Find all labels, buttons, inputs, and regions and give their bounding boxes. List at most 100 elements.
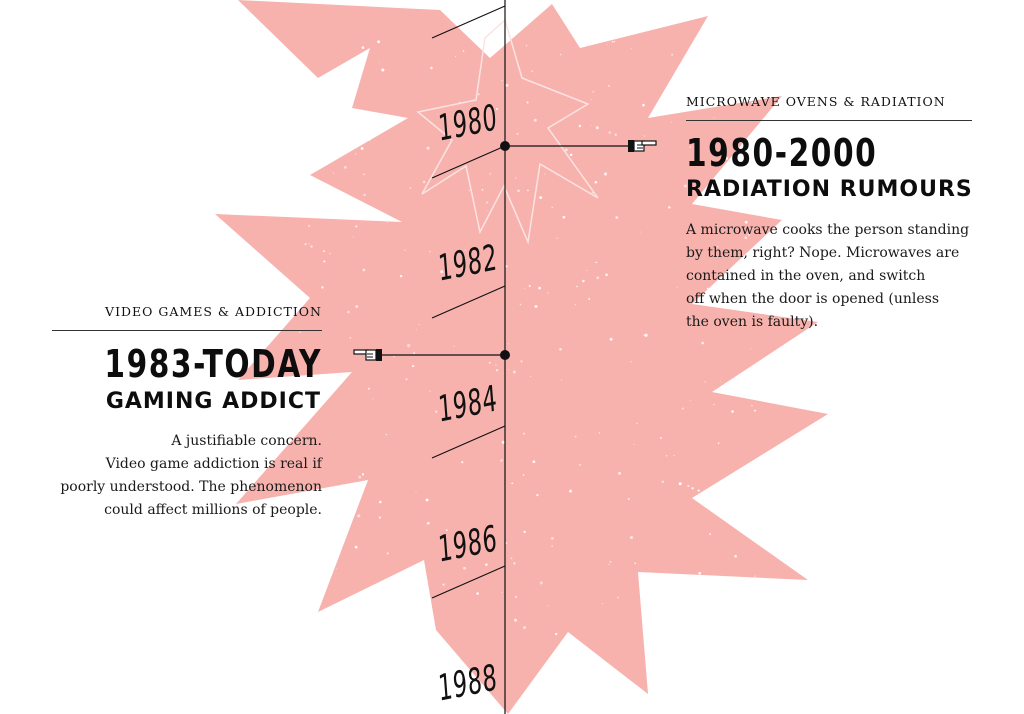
burst-speckle [526, 101, 529, 104]
burst-speckle [399, 274, 403, 278]
burst-speckle [393, 355, 395, 358]
burst-speckle [634, 562, 637, 565]
burst-speckle [627, 497, 630, 500]
burst-speckle [335, 568, 337, 570]
burst-speckle [709, 533, 711, 535]
burst-speckle [681, 407, 684, 410]
left-entry-body-line: A justifiable concern. [171, 433, 322, 449]
left-entry-body-line: poorly understood. The phenomenon [60, 479, 322, 495]
burst-speckle [551, 545, 553, 547]
burst-speckle [386, 552, 389, 555]
burst-speckle [425, 498, 429, 502]
burst-speckle [588, 297, 591, 300]
burst-speckle [488, 361, 491, 364]
burst-speckle [760, 316, 762, 318]
burst-speckle [429, 390, 431, 392]
burst-speckle [536, 494, 539, 497]
left-entry-body-line: could affect millions of people. [104, 502, 322, 518]
burst-speckle [378, 61, 380, 63]
burst-speckle [601, 602, 603, 605]
burst-speckle [325, 193, 328, 196]
burst-speckle [608, 84, 610, 87]
burst-speckle [690, 400, 691, 401]
burst-speckle [683, 184, 688, 188]
right-entry-body-line: contained in the oven, and switch [686, 268, 926, 284]
burst-speckle [759, 42, 761, 44]
burst-speckle [369, 139, 371, 142]
burst-speckle [495, 368, 499, 372]
burst-speckle [607, 44, 609, 46]
burst-speckle [318, 510, 322, 515]
burst-speckle [476, 592, 479, 595]
burst-speckle [756, 210, 758, 212]
burst-speckle [764, 294, 768, 298]
burst-speckle [310, 131, 313, 134]
burst-speckle [513, 562, 516, 565]
burst-speckle [750, 348, 752, 350]
burst-speckle [590, 99, 592, 101]
burst-speckle [512, 370, 516, 374]
burst-speckle [713, 404, 715, 406]
burst-speckle [562, 215, 566, 219]
right-entry-kicker: MICROWAVE OVENS & RADIATION [686, 94, 946, 109]
burst-speckle [516, 132, 519, 135]
burst-speckle [307, 224, 311, 228]
burst-speckle [560, 379, 563, 381]
burst-speckle [673, 454, 675, 457]
burst-speckle [630, 48, 632, 50]
burst-speckle [522, 474, 525, 476]
burst-speckle [300, 625, 303, 629]
burst-speckle [355, 225, 358, 228]
burst-speckle [642, 103, 645, 107]
burst-speckle [526, 45, 528, 47]
burst-speckle [415, 492, 417, 494]
burst-speckle [671, 121, 673, 123]
burst-speckle [430, 66, 433, 70]
burst-speckle [529, 375, 532, 378]
burst-speckle [698, 58, 700, 60]
burst-speckle [379, 630, 382, 633]
burst-speckle [633, 443, 635, 445]
burst-speckle [744, 220, 748, 224]
burst-speckle [528, 285, 531, 287]
burst-speckle [355, 304, 359, 309]
burst-speckle [411, 364, 415, 368]
burst-speckle [486, 209, 488, 211]
burst-speckle [713, 116, 715, 119]
burst-speckle [507, 343, 509, 345]
burst-speckle [534, 304, 538, 308]
burst-speckle [468, 189, 470, 192]
burst-speckle [617, 596, 619, 599]
right-entry-body-line: by them, right? Nope. Microwaves are [686, 245, 960, 261]
right-entry-title: RADIATION RUMOURS [686, 177, 973, 202]
burst-speckle [614, 133, 617, 136]
burst-speckle [615, 216, 619, 219]
year-tick-line [431, 145, 506, 179]
burst-speckle [613, 41, 616, 43]
year-ticks [431, 5, 506, 599]
burst-speckle [694, 611, 696, 614]
burst-speckle [520, 360, 523, 363]
right-entry-body-line: off when the door is opened (unless [686, 291, 940, 307]
burst-speckle [751, 404, 753, 407]
burst-speckle [332, 136, 334, 138]
burst-speckle [310, 245, 313, 248]
burst-speckle [527, 189, 529, 192]
burst-speckle [500, 459, 503, 462]
burst-speckle [426, 146, 430, 150]
right-entry-body-line: A microwave cooks the person standing [686, 222, 970, 238]
burst-speckle [550, 536, 554, 540]
burst-speckle [659, 437, 662, 439]
burst-speckle [758, 629, 760, 631]
burst-speckle [495, 364, 497, 366]
burst-speckle [332, 172, 335, 174]
year-tick-line [431, 565, 506, 599]
burst-speckle [354, 545, 358, 549]
burst-speckle [629, 535, 634, 540]
burst-speckle [462, 50, 465, 52]
burst-speckle [437, 638, 439, 640]
burst-speckle [440, 270, 444, 274]
burst-speckle [644, 598, 646, 600]
burst-speckle [477, 93, 480, 96]
burst-speckle [532, 460, 536, 464]
